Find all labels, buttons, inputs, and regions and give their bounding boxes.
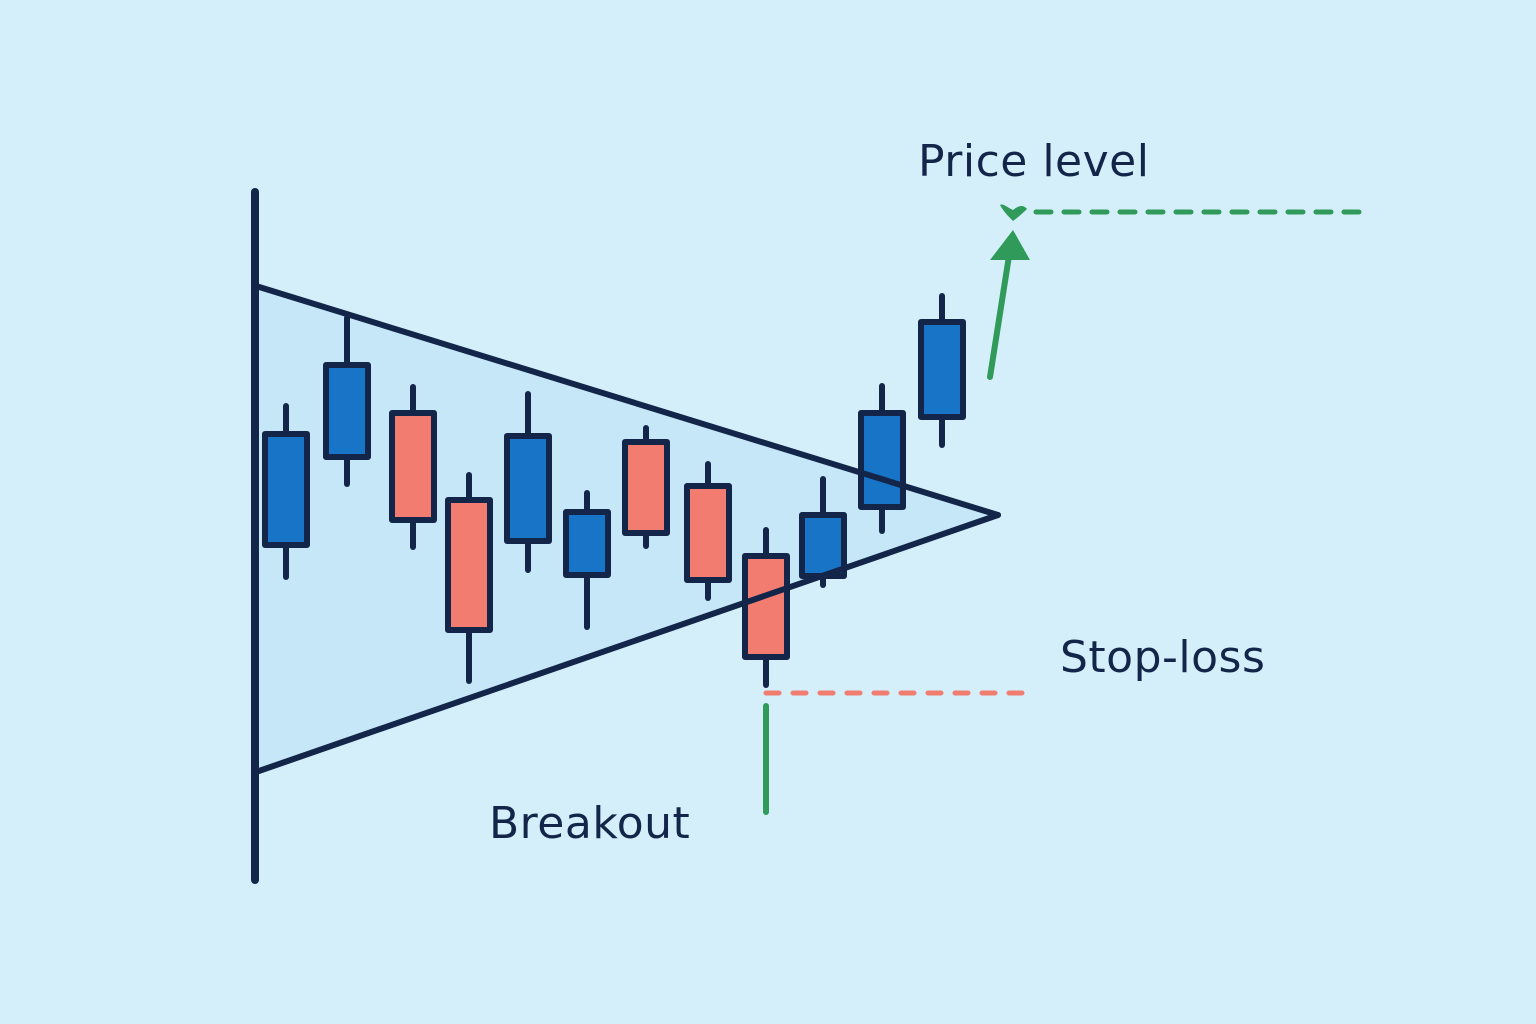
candlestick-6: [563, 490, 611, 630]
breakout-label: Breakout: [489, 798, 691, 849]
lower-trendline: [253, 512, 1001, 775]
candle-body-bullish: [262, 431, 310, 548]
candlesticks: [262, 293, 966, 688]
candlestick-3: [389, 384, 437, 550]
target-arrow-head: [990, 230, 1030, 260]
candle-body-bearish: [684, 483, 732, 583]
candle-body-bearish: [389, 410, 437, 523]
target-arrow-shaft: [987, 253, 1012, 380]
candle-body-bullish: [858, 410, 906, 510]
candlestick-1: [262, 403, 310, 580]
candle-body-bearish: [742, 553, 790, 660]
candle-body-bullish: [323, 362, 371, 460]
candlestick-7: [622, 425, 670, 549]
candle-body-bullish: [563, 509, 611, 578]
candlestick-8: [684, 461, 732, 601]
price-level-marker-icon: [1000, 204, 1027, 221]
candlestick-4: [445, 472, 493, 684]
candle-body-bearish: [445, 497, 493, 633]
price-level-label: Price level: [918, 136, 1150, 187]
candlestick-5: [504, 391, 552, 573]
candlestick-9: [742, 527, 790, 688]
candlestick-12: [918, 293, 966, 448]
stop-loss-label: Stop-loss: [1060, 632, 1266, 683]
candle-body-bearish: [622, 439, 670, 536]
candlestick-10: [799, 476, 847, 588]
candle-body-bullish: [799, 512, 847, 579]
upper-trendline: [253, 283, 1001, 518]
candle-body-bullish: [504, 433, 552, 544]
candle-body-bullish: [918, 319, 966, 420]
candlestick-2: [323, 315, 371, 487]
candlestick-11: [858, 383, 906, 534]
